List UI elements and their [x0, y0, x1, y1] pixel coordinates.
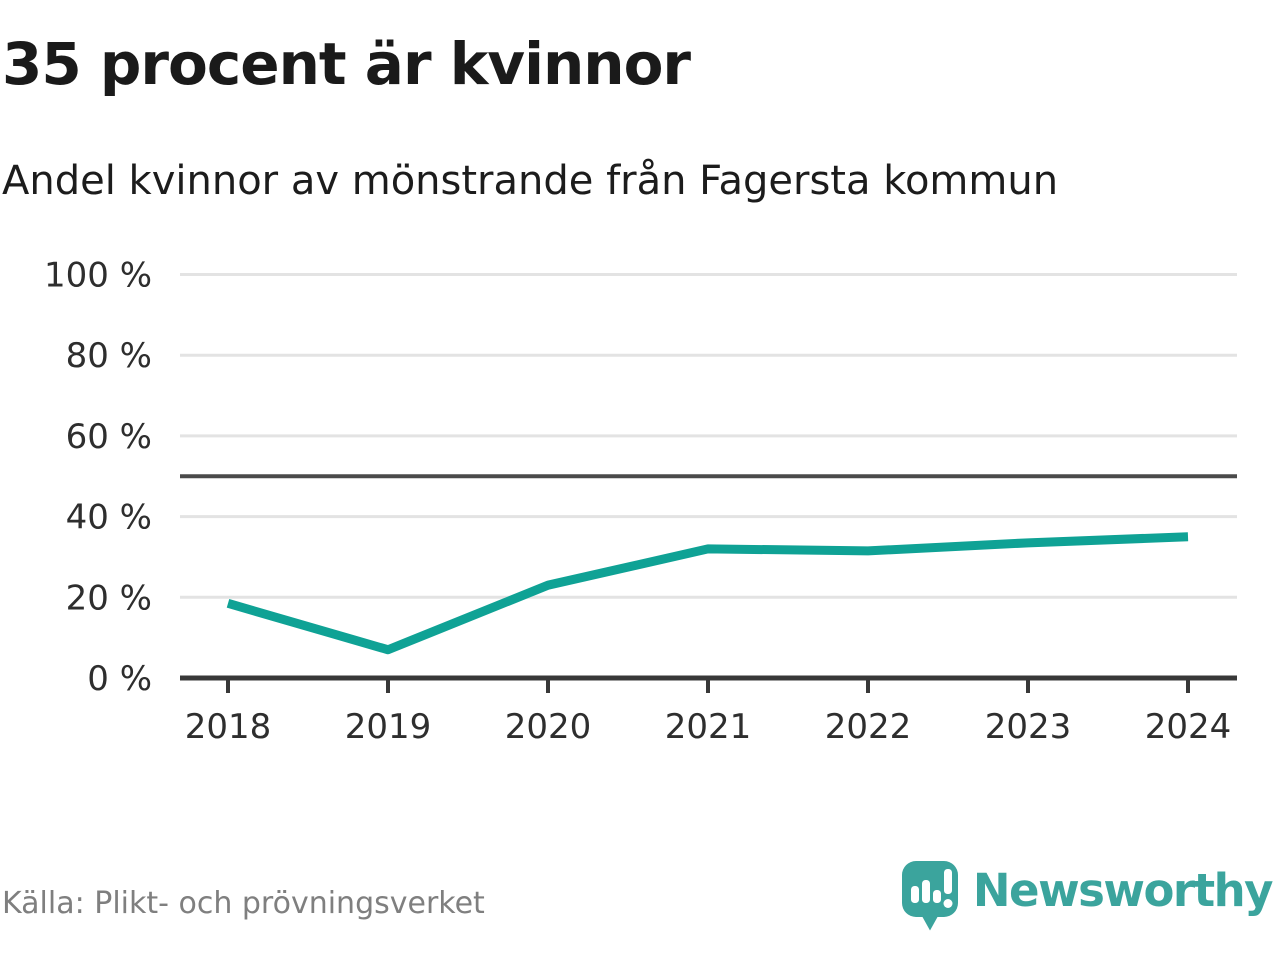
- x-tick-label-2020: 2020: [505, 707, 592, 747]
- newsworthy-icon: [901, 861, 958, 931]
- data-line-andel-kvinnor: [226, 532, 1189, 655]
- x-tick-label-2018: 2018: [185, 707, 272, 747]
- y-tick-label-0: 0 %: [87, 659, 152, 699]
- newsworthy-logo: Newsworthy: [901, 860, 1274, 934]
- newsworthy-wordmark: Newsworthy: [972, 864, 1274, 917]
- y-tick-label-100: 100 %: [44, 256, 152, 296]
- x-tick-label-2023: 2023: [985, 707, 1072, 747]
- x-tick-label-2021: 2021: [665, 707, 752, 747]
- chart-title: 35 procent är kvinnor: [2, 30, 691, 98]
- x-tick-label-2024: 2024: [1145, 707, 1232, 747]
- y-tick-label-20: 20 %: [66, 578, 152, 618]
- y-tick-label-80: 80 %: [66, 336, 152, 376]
- source-note: Källa: Plikt- och prövningsverket: [2, 886, 485, 921]
- x-tick-label-2019: 2019: [345, 707, 432, 747]
- y-tick-label-40: 40 %: [66, 498, 152, 538]
- y-tick-label-60: 60 %: [66, 417, 152, 457]
- chart-subtitle: Andel kvinnor av mönstrande från Fagerst…: [2, 158, 1059, 204]
- x-tick-label-2022: 2022: [825, 707, 912, 747]
